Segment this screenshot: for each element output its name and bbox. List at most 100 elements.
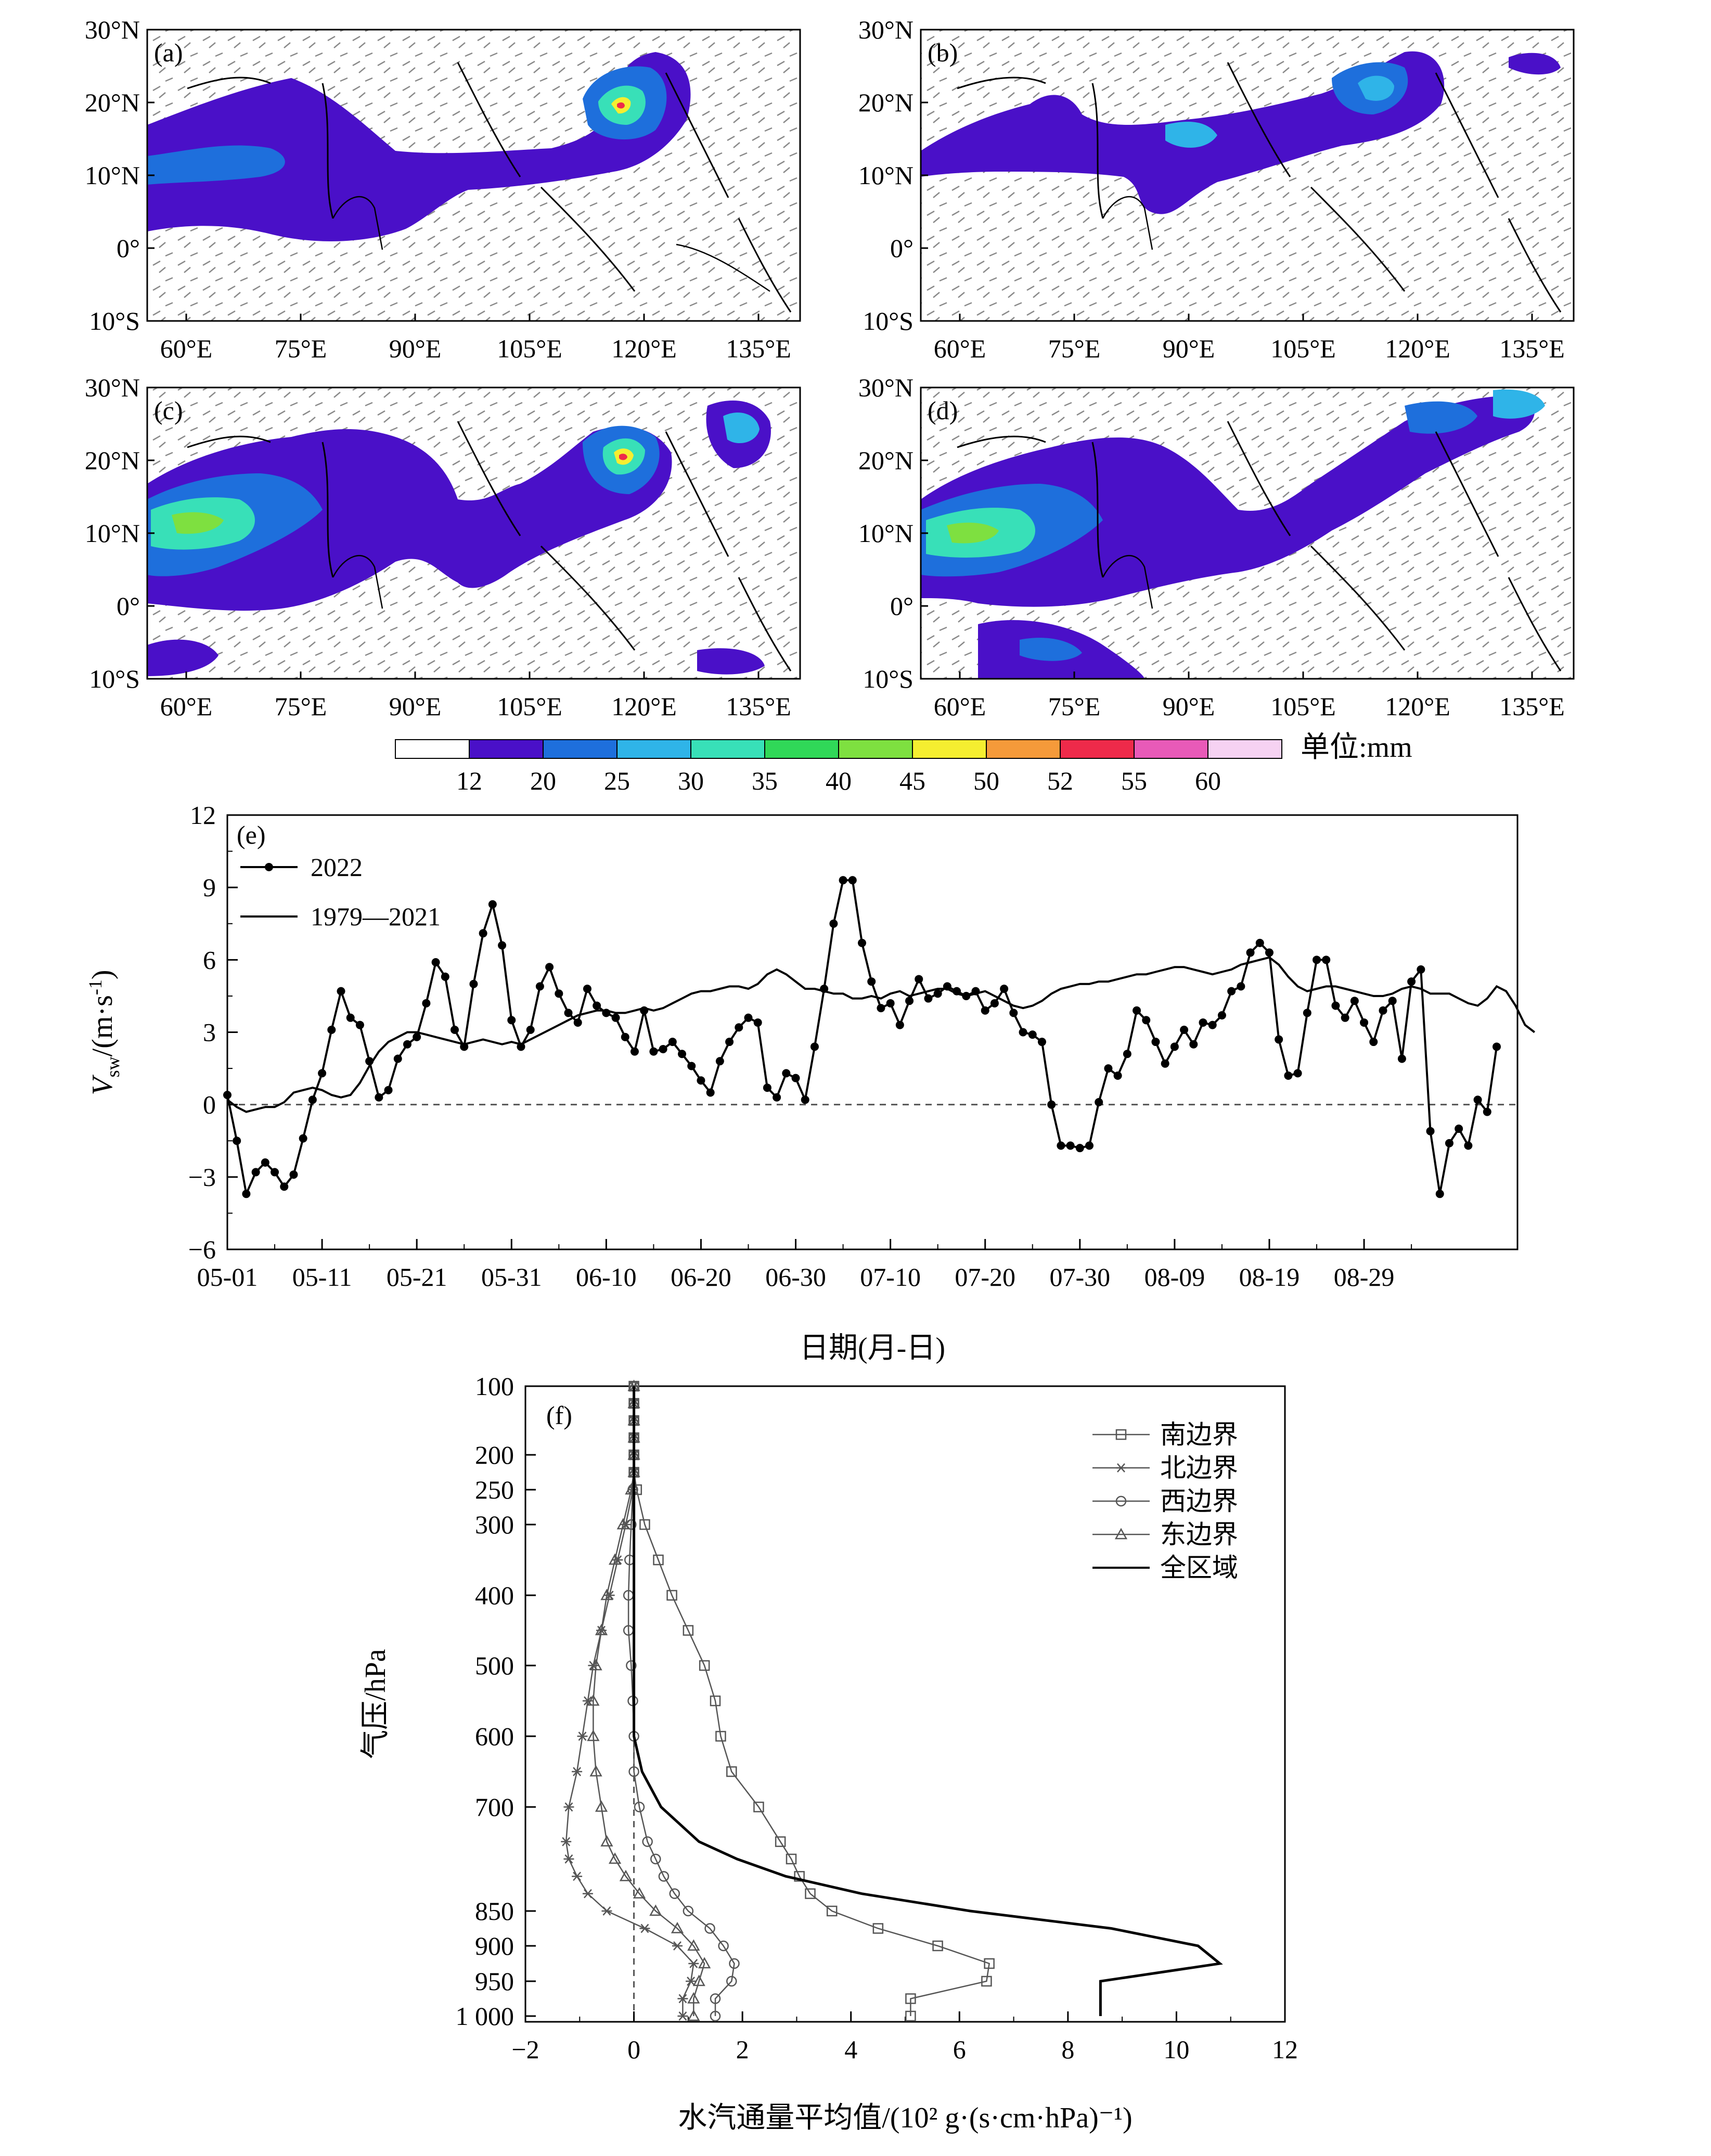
series-2022-point (271, 1168, 279, 1177)
series-2-point (601, 1906, 612, 1916)
series-2022-point (289, 1170, 298, 1179)
series-2022-point (1047, 1100, 1056, 1109)
series-3-point (729, 1958, 740, 1969)
series-2022-point (706, 1088, 715, 1097)
series-2022-point (355, 1021, 364, 1029)
series-2022-point (1180, 1025, 1189, 1034)
lon-tick-label: 135°E (1499, 334, 1565, 363)
series-2022-point (1133, 1006, 1141, 1015)
lon-tick-label: 135°E (726, 334, 791, 363)
series-2022-point (1397, 1054, 1406, 1063)
series-2022-point (905, 997, 914, 1005)
series-4-point (687, 1939, 700, 1951)
map-panel-c: (c) (146, 386, 801, 680)
y-tick-label-f: 400 (475, 1581, 514, 1610)
series-2022-point (413, 1032, 421, 1041)
series-3-point (650, 1853, 661, 1865)
legend-marker (1115, 1495, 1127, 1507)
time-series-panel-e: 12 9 6 3 0 −3 −6 05-01 05-11 05-21 05-31 06-10 06-2… (85, 801, 1536, 1364)
series-1-point (794, 1871, 805, 1882)
colorbar-level-label: 60 (1195, 766, 1221, 795)
y-tick-label-f: 100 (475, 1372, 514, 1401)
lat-tick-label: 30°N (85, 373, 140, 402)
lon-tick-label: 90°E (1163, 692, 1215, 721)
series-4-point (619, 1869, 633, 1881)
series-2022-point (469, 979, 478, 988)
series-2022-point (1000, 985, 1009, 993)
colorbar-swatch (543, 739, 617, 759)
series-2022-point (782, 1069, 791, 1078)
series-2022-point (1275, 1035, 1283, 1044)
series-2022-point (971, 987, 980, 996)
colorbar-level-label: 55 (1121, 766, 1147, 795)
series-2022-point (1085, 1141, 1094, 1150)
lon-tick-label: 90°E (1163, 334, 1215, 363)
y-tick-label-e: 3 (203, 1018, 216, 1047)
lat-tick-label: 10°N (858, 161, 914, 190)
series-2-point (688, 1959, 699, 1968)
lat-tick-label: 20°N (858, 88, 914, 117)
series-2022-point (337, 987, 345, 996)
lat-tick-label: 30°N (858, 15, 914, 44)
x-tick-label-e: 05-01 (197, 1262, 258, 1292)
series-4-point (589, 1765, 602, 1777)
x-tick-label-f: −2 (511, 2035, 539, 2064)
series-3-point (710, 2010, 721, 2022)
series-2022-point (678, 1050, 687, 1058)
y-tick-label-f: 850 (475, 1896, 514, 1926)
colorbar-swatch (986, 739, 1061, 759)
lat-tick-label: 10°S (863, 306, 914, 335)
series-2022-point (1483, 1107, 1491, 1116)
y-axis-title-e: Vsw/(m·s-1) (85, 970, 123, 1095)
series-2022-point (1255, 938, 1264, 947)
legend-label-f: 南边界 (1160, 1420, 1238, 1449)
series-2022-point (384, 1086, 393, 1094)
series-4-point (608, 1852, 622, 1864)
series-2022-point (810, 1042, 819, 1051)
series-1-point (981, 1976, 992, 1987)
series-2022-point (1293, 1069, 1302, 1078)
series-4-point (595, 1800, 608, 1812)
series-2022-point (867, 977, 876, 986)
series-4-point (692, 1974, 705, 1986)
y-tick-label-f: 500 (475, 1651, 514, 1680)
series-2022-point (829, 919, 838, 928)
lon-tick-label: 120°E (611, 692, 677, 721)
colorbar-swatch (690, 739, 765, 759)
series-2022-point (441, 972, 449, 981)
series-1-point (666, 1590, 677, 1601)
lon-tick-label: 75°E (275, 692, 327, 721)
x-tick-label-f: 4 (844, 2035, 857, 2064)
legend-label-f: 西边界 (1160, 1487, 1238, 1516)
series-2022-point (1435, 1190, 1444, 1198)
series-2022-point (735, 1023, 743, 1032)
series-2022-point (981, 1006, 989, 1015)
colorbar-level-label: 35 (752, 766, 778, 795)
panel-c-tag: (c) (154, 396, 183, 425)
series-2-point (563, 1854, 574, 1864)
series-4-point (587, 1694, 600, 1706)
series-4-point (608, 1553, 622, 1565)
series-3-point (669, 1888, 680, 1899)
series-4-point (633, 1887, 646, 1899)
colorbar-level-label: 52 (1047, 766, 1073, 795)
series-3-point (642, 1836, 653, 1847)
series-2022-point (933, 989, 942, 998)
colorbar-level-label: 25 (604, 766, 630, 795)
series-2022-point (299, 1134, 307, 1143)
x-tick-label-f: 10 (1163, 2035, 1189, 2064)
series-4-point (600, 1589, 613, 1600)
series-2-point (672, 1941, 683, 1951)
legend-2022-label: 2022 (311, 853, 363, 882)
legend-label-f: 东边界 (1160, 1520, 1238, 1549)
series-2022-point (507, 1016, 516, 1025)
series-3-point (726, 1976, 737, 1987)
x-tick-label-e: 05-31 (481, 1262, 542, 1292)
series-3-point (628, 1766, 639, 1777)
lon-tick-label: 135°E (726, 692, 791, 721)
x-tick-label-f: 2 (736, 2035, 749, 2064)
series-1979-2021-line (226, 956, 1536, 1113)
series-2022-point (621, 1032, 629, 1041)
lat-tick-label: 10°S (863, 664, 914, 693)
colorbar-swatch (912, 739, 987, 759)
